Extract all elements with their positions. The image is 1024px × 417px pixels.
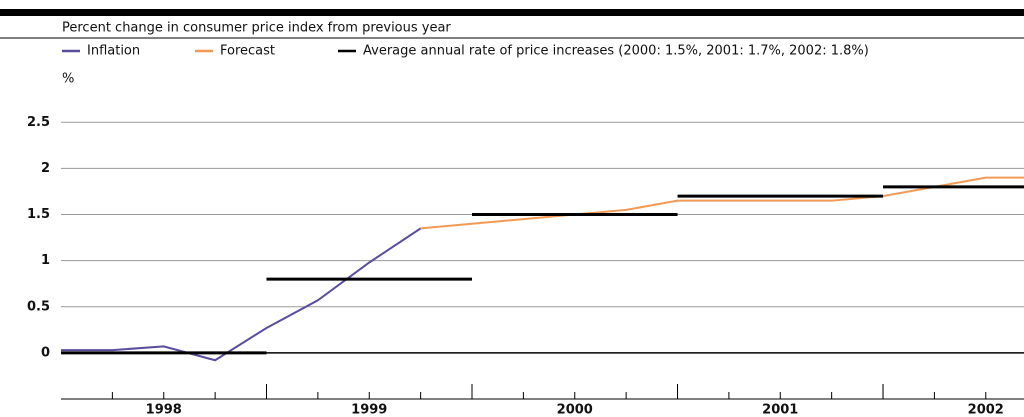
y-tick-label: 1.5 [27, 207, 50, 222]
legend-label: Inflation [87, 44, 140, 59]
y-tick-label: 2.5 [27, 115, 50, 130]
x-tick-label: 2001 [762, 403, 798, 417]
y-tick-label: 0 [41, 345, 50, 360]
series-line [420, 176, 1024, 230]
series-line [61, 227, 422, 362]
y-tick-label: 1 [41, 253, 50, 268]
legend-label: Forecast [220, 44, 275, 59]
top-rule [0, 9, 1024, 16]
x-tick-label: 2002 [968, 403, 1004, 417]
x-tick-label: 2000 [557, 403, 593, 417]
x-tick-label: 1999 [351, 403, 387, 417]
chart-subtitle: Percent change in consumer price index f… [62, 21, 451, 36]
y-tick-label: 2 [41, 161, 50, 176]
plot-area [61, 176, 1024, 362]
x-tick-label: 1998 [146, 403, 182, 417]
y-axis-label: % [62, 72, 74, 87]
y-tick-label: 0.5 [27, 299, 50, 314]
legend-label: Average annual rate of price increases (… [363, 44, 869, 59]
